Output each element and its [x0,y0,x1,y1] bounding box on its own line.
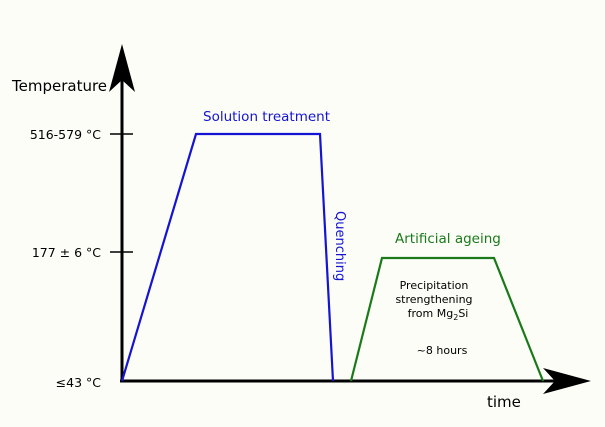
tick-label-mid: 177 ± 6 °C [32,245,101,260]
axes [109,44,591,394]
solution-treatment-label: Solution treatment [203,109,330,125]
solution-treatment-curve [120,132,335,382]
mg-suffix: Si [458,307,468,320]
x-axis-label: time [487,393,521,411]
precipitation-text-line2: strengthening [395,293,472,306]
duration-text: ~8 hours [417,344,468,357]
mg-prefix: from Mg [408,307,454,320]
y-axis-label: Temperature [11,77,107,95]
tick-label-low: ≤43 °C [56,375,102,390]
x-axis-arrowhead [543,368,591,394]
precipitation-text-line1: Precipitation [400,279,469,292]
artificial-ageing-curve [349,256,545,382]
artificial-ageing-label: Artificial ageing [395,231,501,247]
y-axis-arrowhead [109,44,135,92]
quenching-label: Quenching [332,211,347,281]
tick-marks [110,133,133,253]
tick-label-high: 516-579 °C [30,127,101,142]
mg-subscript: 2 [453,313,458,322]
precipitation-text-line3: from Mg2Si [408,307,469,322]
